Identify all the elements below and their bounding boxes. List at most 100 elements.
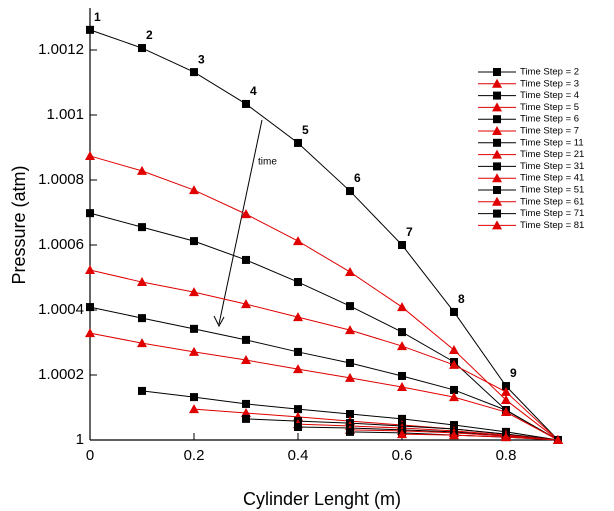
- data-point: [398, 371, 406, 380]
- legend-label: Time Step = 6: [520, 114, 579, 125]
- x-tick-label: 0: [86, 447, 94, 464]
- data-point: [502, 382, 510, 391]
- data-point: [189, 346, 199, 356]
- data-point: [449, 392, 459, 402]
- data-point: [449, 430, 459, 440]
- data-point: [137, 165, 147, 175]
- point-label: 4: [250, 84, 257, 98]
- legend-marker: [493, 209, 501, 218]
- x-tick-label: 0.8: [496, 447, 517, 464]
- legend-marker: [493, 68, 501, 76]
- data-point: [345, 372, 355, 382]
- data-point: [294, 138, 302, 147]
- data-point: [86, 25, 94, 34]
- point-label: 3: [198, 52, 205, 66]
- data-point: [190, 237, 198, 246]
- y-tick-label: 1: [76, 431, 84, 448]
- legend-label: Time Step = 41: [520, 173, 584, 184]
- legend-label: Time Step = 71: [520, 208, 584, 219]
- legend-marker: [492, 173, 502, 183]
- time-arrow: [218, 119, 263, 325]
- data-point: [138, 386, 146, 395]
- legend-marker: [492, 78, 502, 88]
- data-point: [138, 44, 146, 53]
- legend-label: Time Step = 81: [520, 220, 584, 231]
- data-point: [449, 359, 459, 369]
- data-point: [501, 407, 511, 417]
- legend-marker: [492, 102, 502, 112]
- data-point: [189, 287, 199, 297]
- x-tick-label: 0.6: [392, 447, 413, 464]
- data-point: [346, 302, 354, 311]
- x-tick-label: 0.4: [288, 447, 309, 464]
- data-point: [398, 241, 406, 249]
- legend-marker: [493, 138, 501, 147]
- data-point: [137, 338, 147, 348]
- data-point: [346, 427, 354, 436]
- y-tick-label: 1.0004: [38, 301, 84, 318]
- data-point: [294, 423, 302, 431]
- legend-marker: [492, 196, 502, 206]
- data-point: [397, 382, 407, 392]
- legend-label: Time Step = 11: [520, 137, 584, 148]
- data-point: [86, 303, 94, 312]
- point-label: 1: [94, 10, 101, 24]
- legend-marker: [493, 115, 501, 124]
- data-point: [138, 314, 146, 323]
- series-line: [89, 155, 559, 441]
- legend-marker: [492, 220, 502, 230]
- data-point: [85, 328, 95, 338]
- point-label: 6: [354, 171, 361, 185]
- y-tick-label: 1.001: [46, 106, 84, 123]
- legend-label: Time Step = 51: [520, 185, 584, 196]
- point-label: 9: [510, 366, 517, 380]
- data-point: [86, 209, 94, 218]
- point-label: 7: [406, 225, 413, 239]
- data-point: [85, 150, 95, 160]
- data-point: [189, 404, 199, 414]
- point-label: 5: [302, 123, 309, 137]
- data-point: [189, 185, 199, 195]
- y-axis-title: Pressure (atm): [9, 165, 29, 284]
- data-point: [294, 347, 302, 356]
- y-tick-label: 1.0006: [38, 236, 84, 253]
- legend-label: Time Step = 7: [520, 126, 579, 137]
- series-line: [89, 269, 559, 441]
- legend-marker: [492, 126, 502, 135]
- data-point: [242, 335, 250, 344]
- point-label: 8: [458, 292, 465, 306]
- data-point: [345, 325, 355, 335]
- time-arrow-head: [213, 315, 225, 328]
- series-line: [297, 423, 559, 441]
- legend-label: Time Step = 5: [520, 102, 579, 113]
- data-point: [450, 385, 458, 394]
- data-point: [345, 266, 355, 276]
- legend-label: Time Step = 2: [520, 67, 579, 78]
- data-point: [241, 299, 251, 309]
- data-point: [397, 302, 407, 312]
- data-point: [190, 324, 198, 333]
- data-point: [242, 399, 250, 408]
- data-point: [294, 278, 302, 287]
- y-tick-label: 1.0008: [38, 171, 84, 188]
- data-point: [242, 99, 250, 108]
- data-point: [398, 328, 406, 337]
- data-point: [450, 307, 458, 316]
- legend-marker: [493, 91, 501, 100]
- data-point: [501, 386, 511, 396]
- data-point: [293, 312, 303, 322]
- legend-marker: [493, 186, 501, 194]
- data-point: [397, 429, 407, 439]
- data-point: [501, 432, 511, 442]
- legend-marker: [493, 162, 501, 171]
- data-point: [190, 68, 198, 77]
- data-point: [449, 344, 459, 354]
- legend-label: Time Step = 31: [520, 161, 584, 172]
- data-point: [398, 414, 406, 423]
- legend-marker: [492, 149, 502, 159]
- data-point: [294, 405, 302, 414]
- x-axis-title: Cylinder Lenght (m): [243, 489, 401, 509]
- data-point: [346, 358, 354, 367]
- series-line: [401, 433, 559, 441]
- data-point: [85, 265, 95, 275]
